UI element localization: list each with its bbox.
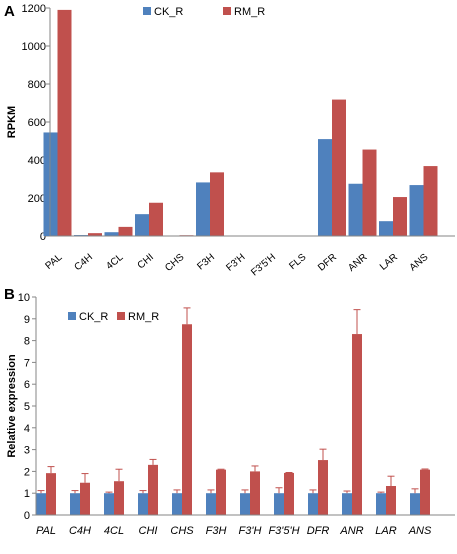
x-tick-label: F3'H	[224, 252, 247, 274]
bar-ck-r	[135, 214, 149, 236]
y-tick-label: 3	[24, 445, 30, 457]
x-tick-label: F3H	[206, 525, 227, 537]
x-tick-label: C4H	[73, 252, 95, 273]
bar-rm-r	[88, 233, 102, 236]
bar-ck-r	[410, 493, 420, 515]
legend-swatch-ck-r	[143, 7, 151, 15]
bar-rm-r	[80, 482, 90, 515]
y-tick-label: 1200	[22, 3, 46, 15]
bar-ck-r	[379, 221, 393, 236]
y-tick-label: 4	[24, 423, 30, 435]
bar-ck-r	[36, 493, 46, 515]
bar-rm-r	[352, 334, 362, 515]
x-tick-label: C4H	[69, 525, 91, 537]
x-tick-label: FLS	[287, 252, 308, 272]
y-tick-label: 600	[28, 117, 46, 129]
bar-ck-r	[240, 493, 250, 515]
x-tick-label: PAL	[36, 525, 56, 537]
bar-rm-r	[149, 202, 163, 236]
bar-rm-r	[318, 460, 328, 515]
legend-swatch-rm-r	[223, 7, 231, 15]
x-tick-label: 4CL	[104, 252, 125, 273]
y-tick-label: 6	[24, 379, 30, 391]
bar-ck-r	[376, 493, 386, 515]
x-tick-label: F3'5'H	[268, 525, 299, 537]
x-tick-label: ANR	[339, 525, 363, 537]
y-tick-label: 0	[24, 510, 30, 522]
bar-rm-r	[118, 226, 133, 236]
bar-ck-r	[342, 493, 352, 515]
x-tick-label: DFR	[307, 525, 330, 537]
bar-rm-r	[423, 166, 438, 236]
x-tick-label: LAR	[378, 252, 400, 273]
bar-rm-r	[362, 149, 377, 236]
x-tick-label: ANS	[408, 525, 432, 537]
legend-label-rm-r: RM_R	[128, 311, 159, 323]
y-axis-label: RPKM	[6, 106, 18, 138]
y-tick-label: 0	[40, 231, 46, 243]
x-tick-label: CHI	[139, 525, 158, 537]
bar-rm-r	[114, 481, 124, 515]
y-tick-label: 200	[28, 193, 46, 205]
legend-label-ck-r: CK_R	[79, 311, 108, 323]
bar-rm-r	[182, 324, 192, 515]
y-axis-label: Relative expression	[6, 354, 18, 458]
y-tick-label: 8	[24, 336, 30, 348]
bar-rm-r	[148, 464, 158, 515]
y-tick-label: 1000	[22, 41, 46, 53]
y-tick-label: 800	[28, 79, 46, 91]
y-tick-label: 2	[24, 466, 30, 478]
bar-rm-r	[393, 197, 407, 236]
x-tick-label: LAR	[375, 525, 396, 537]
bar-rm-r	[57, 9, 72, 237]
bar-ck-r	[196, 182, 210, 236]
x-tick-label: ANR	[346, 252, 369, 274]
bar-ck-r	[348, 183, 363, 236]
bar-rm-r	[250, 471, 260, 515]
panel-a-letter: A	[4, 3, 15, 20]
legend-label-rm-r: RM_R	[234, 6, 265, 18]
panel-b-letter: B	[4, 286, 15, 303]
legend-label-ck-r: CK_R	[154, 6, 183, 18]
bar-rm-r	[386, 486, 396, 515]
bar-rm-r	[216, 469, 226, 515]
y-tick-label: 5	[24, 401, 30, 413]
bar-rm-r	[284, 472, 294, 515]
y-tick-label: 10	[18, 292, 30, 304]
bar-ck-r	[104, 232, 119, 236]
bar-ck-r	[70, 493, 80, 515]
legend-swatch-ck-r	[68, 312, 76, 320]
x-tick-label: ANS	[408, 252, 431, 274]
y-tick-label: 9	[24, 314, 30, 326]
bar-ck-r	[104, 493, 114, 515]
x-tick-label: F3'5'H	[249, 252, 278, 279]
y-tick-label: 1	[24, 488, 30, 500]
bar-ck-r	[138, 493, 148, 515]
bar-ck-r	[318, 139, 332, 236]
x-tick-label: DFR	[316, 252, 339, 274]
bar-ck-r	[274, 493, 284, 515]
x-tick-label: PAL	[43, 252, 64, 272]
y-tick-label: 400	[28, 155, 46, 167]
bar-rm-r	[420, 469, 430, 515]
x-tick-label: F3'H	[239, 525, 262, 537]
x-tick-label: 4CL	[104, 525, 124, 537]
x-tick-label: CHI	[136, 252, 156, 272]
y-tick-label: 7	[24, 357, 30, 369]
x-tick-label: F3H	[195, 252, 217, 273]
bar-rm-r	[332, 99, 346, 236]
x-tick-label: CHS	[163, 252, 186, 274]
bar-rm-r	[210, 172, 224, 236]
panel-a: A RPKM 0 200 400 600 800 1000 1200 PAL C4H 4CL CHI C…	[4, 3, 455, 278]
panel-b: B Relative expression 0 1 2 3 4 5 6 7 8 9 10 PAL C4H 4…	[4, 286, 455, 537]
bar-ck-r	[409, 185, 424, 236]
legend-swatch-rm-r	[117, 312, 125, 320]
bar-ck-r	[172, 493, 182, 515]
x-tick-label: CHS	[170, 525, 194, 537]
bar-rm-r	[46, 473, 56, 515]
bar-ck-r	[206, 493, 216, 515]
bar-ck-r	[308, 493, 318, 515]
